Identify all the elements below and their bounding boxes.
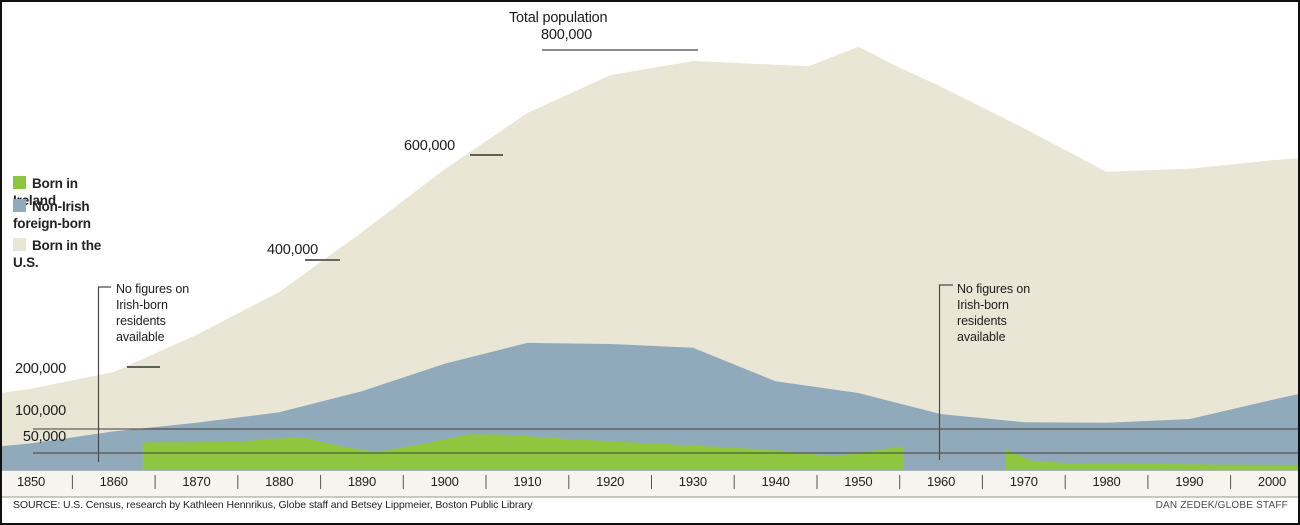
x-axis-year-label: 1910 bbox=[513, 474, 542, 489]
axis-band bbox=[0, 471, 1300, 497]
x-axis-year-label: 1860 bbox=[99, 474, 128, 489]
y-label-50000: 50,000 bbox=[22, 429, 66, 445]
x-axis-year-label: 1950 bbox=[844, 474, 873, 489]
x-axis-year-label: 1880 bbox=[265, 474, 294, 489]
area-non-irish-foreign-born bbox=[0, 342, 1300, 470]
y-label-600000: 600,000 bbox=[403, 138, 455, 154]
x-axis-year-label: 1900 bbox=[430, 474, 459, 489]
x-axis-year-label: 1890 bbox=[347, 474, 376, 489]
x-axis-year-label: 2000 bbox=[1257, 474, 1287, 489]
x-axis-year-label: 1990 bbox=[1175, 474, 1204, 489]
x-axis-year-label: 1970 bbox=[1009, 474, 1038, 489]
credit-byline: DAN ZEDEK/GLOBE STAFF bbox=[1155, 500, 1288, 511]
annotation-no-figures-right: No figures on Irish-born residents avail… bbox=[957, 282, 1031, 344]
chart-title: Total population bbox=[509, 10, 608, 26]
area-born-in-ireland bbox=[1005, 449, 1300, 470]
area-born-in-us bbox=[0, 46, 1300, 471]
annotation-no-figures-left: No figures on Irish-born residents avail… bbox=[116, 282, 190, 344]
x-axis-year-label: 1940 bbox=[761, 474, 790, 489]
legend-swatch-ireland-icon bbox=[13, 176, 26, 189]
legend-label: Born in the U.S. bbox=[13, 238, 102, 270]
x-axis-year-label: 1980 bbox=[1092, 474, 1121, 489]
peak-value-label: 800,000 bbox=[541, 27, 593, 43]
area-born-in-ireland bbox=[142, 434, 904, 470]
x-axis-year-label: 1850 bbox=[16, 474, 46, 489]
x-axis-year-label: 1920 bbox=[596, 474, 625, 489]
source-note: SOURCE: U.S. Census, research by Kathlee… bbox=[13, 499, 533, 511]
x-axis-year-label: 1930 bbox=[678, 474, 707, 489]
annotation-bracket-right bbox=[938, 284, 953, 460]
annotation-bracket-left bbox=[97, 286, 111, 462]
legend-swatch-us-icon bbox=[13, 238, 26, 251]
legend-label: Non-Irish foreign-born bbox=[13, 199, 91, 231]
y-label-400000: 400,000 bbox=[266, 242, 318, 258]
legend-swatch-non-irish-icon bbox=[13, 199, 26, 212]
y-label-100000: 100,000 bbox=[14, 403, 66, 419]
x-axis-year-label: 1960 bbox=[927, 474, 956, 489]
legend-item-non-irish-foreign-born: Non-Irish foreign-born bbox=[13, 198, 101, 232]
y-label-200000: 200,000 bbox=[14, 361, 66, 377]
legend-item-born-in-us: Born in the U.S. bbox=[13, 237, 123, 271]
x-axis-year-label: 1870 bbox=[182, 474, 211, 489]
